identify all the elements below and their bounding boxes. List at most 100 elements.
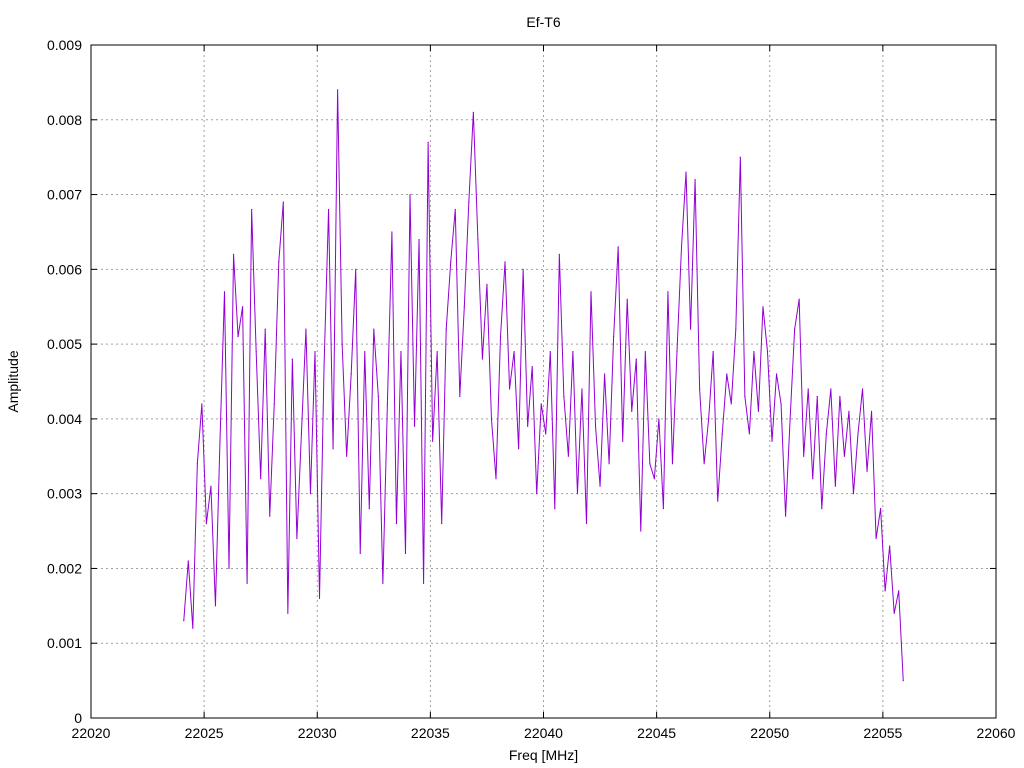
data-point bbox=[377, 395, 379, 398]
data-point bbox=[576, 493, 579, 495]
data-point bbox=[332, 448, 334, 450]
data-point bbox=[287, 612, 289, 614]
data-point bbox=[201, 403, 203, 405]
data-point bbox=[282, 201, 284, 203]
data-point bbox=[649, 463, 651, 465]
plot-area bbox=[183, 89, 904, 682]
data-point bbox=[246, 582, 248, 585]
data-point bbox=[341, 343, 343, 345]
data-point bbox=[599, 485, 601, 487]
data-point bbox=[843, 455, 846, 457]
axis-ticks: 22020 22025 22030 22035 22040 22045 22050 22055… bbox=[47, 37, 1016, 741]
data-point bbox=[214, 605, 217, 607]
y-tick-label: 0.005 bbox=[47, 336, 82, 352]
data-point bbox=[834, 485, 836, 487]
data-point bbox=[667, 291, 669, 293]
data-point bbox=[309, 493, 312, 495]
data-point bbox=[427, 141, 429, 143]
data-point bbox=[436, 350, 438, 353]
data-point bbox=[807, 388, 809, 390]
x-tick-label: 22035 bbox=[411, 725, 450, 741]
data-point bbox=[572, 350, 574, 353]
data-point bbox=[590, 291, 592, 293]
data-point bbox=[508, 388, 511, 390]
data-point bbox=[685, 171, 687, 173]
data-point bbox=[744, 395, 746, 398]
data-point bbox=[251, 208, 253, 211]
data-point bbox=[513, 350, 515, 353]
data-point bbox=[391, 231, 393, 233]
data-point bbox=[676, 350, 678, 353]
data-point bbox=[255, 350, 257, 353]
data-point bbox=[857, 433, 859, 435]
data-point bbox=[364, 350, 366, 353]
data-point bbox=[717, 500, 719, 502]
data-point bbox=[454, 208, 456, 211]
data-point bbox=[708, 418, 710, 420]
y-tick-label: 0.008 bbox=[47, 112, 82, 128]
data-point bbox=[603, 373, 606, 375]
y-tick-label: 0.002 bbox=[47, 560, 82, 576]
data-point bbox=[260, 478, 262, 480]
data-point bbox=[830, 388, 832, 390]
data-point bbox=[545, 433, 547, 435]
data-point bbox=[653, 478, 655, 480]
data-point bbox=[699, 388, 701, 390]
data-point bbox=[278, 261, 280, 263]
data-point bbox=[395, 522, 398, 525]
data-point bbox=[662, 508, 665, 510]
data-point bbox=[418, 238, 420, 241]
data-point bbox=[739, 156, 741, 158]
data-point bbox=[798, 298, 800, 300]
data-point bbox=[359, 552, 361, 555]
data-point bbox=[644, 350, 646, 353]
data-point bbox=[889, 545, 891, 547]
data-point bbox=[445, 328, 447, 330]
data-point bbox=[812, 478, 814, 480]
data-point bbox=[549, 350, 551, 353]
data-point bbox=[563, 395, 565, 398]
data-point bbox=[581, 388, 583, 390]
x-tick-label: 22040 bbox=[524, 725, 563, 741]
data-point bbox=[504, 261, 506, 263]
data-point bbox=[472, 111, 474, 113]
data-point bbox=[748, 433, 750, 435]
data-point bbox=[223, 291, 226, 293]
data-point bbox=[468, 201, 470, 203]
data-point bbox=[789, 418, 791, 420]
x-tick-label: 22055 bbox=[863, 725, 902, 741]
data-point bbox=[373, 328, 375, 330]
y-tick-label: 0.006 bbox=[47, 261, 82, 277]
y-tick-label: 0.004 bbox=[47, 411, 82, 427]
x-tick-label: 22025 bbox=[185, 725, 224, 741]
data-point bbox=[594, 425, 597, 427]
data-point bbox=[192, 627, 194, 629]
x-tick-label: 22030 bbox=[298, 725, 337, 741]
data-point bbox=[463, 306, 465, 308]
data-point bbox=[232, 253, 235, 255]
data-point bbox=[622, 440, 624, 442]
chart-title: Ef-T6 bbox=[526, 14, 560, 30]
data-point bbox=[893, 612, 895, 614]
data-point bbox=[300, 433, 303, 435]
data-point bbox=[382, 582, 384, 585]
x-axis-title: Freq [MHz] bbox=[509, 747, 578, 763]
data-point bbox=[495, 478, 497, 480]
data-point bbox=[626, 298, 628, 300]
data-point bbox=[404, 552, 407, 555]
y-tick-label: 0 bbox=[74, 710, 82, 726]
data-point bbox=[531, 365, 533, 368]
data-point bbox=[400, 350, 402, 353]
data-point bbox=[875, 537, 877, 540]
data-point bbox=[183, 620, 185, 622]
data-point bbox=[422, 582, 425, 585]
data-point bbox=[902, 680, 904, 682]
data-point bbox=[522, 268, 524, 270]
y-tick-label: 0.003 bbox=[47, 486, 82, 502]
data-point bbox=[441, 522, 443, 525]
data-point bbox=[459, 395, 461, 398]
data-point bbox=[518, 448, 520, 450]
data-point bbox=[337, 89, 339, 91]
data-point bbox=[794, 328, 796, 330]
data-point bbox=[839, 395, 841, 398]
